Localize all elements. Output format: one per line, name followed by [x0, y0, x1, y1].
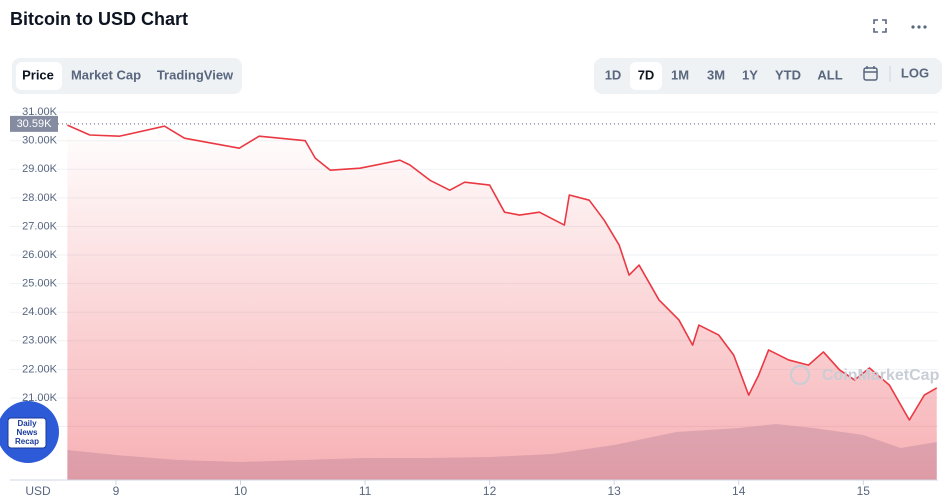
- y-tick-label: 30.00K: [22, 135, 58, 147]
- x-tick-label: 11: [359, 484, 372, 498]
- y-tick-label: 26.00K: [22, 249, 58, 261]
- x-tick-label: 12: [483, 484, 497, 498]
- range-button[interactable]: 1D: [605, 67, 622, 82]
- price-area: [67, 125, 937, 480]
- last-price-label: 30.59K: [17, 118, 53, 130]
- badge-card: [7, 417, 47, 449]
- y-tick-label: 24.00K: [22, 306, 58, 318]
- log-button[interactable]: LOG: [901, 65, 929, 80]
- y-tick-label: 27.00K: [22, 220, 58, 232]
- range-group: [594, 58, 942, 94]
- y-tick-label: 31.00K: [22, 106, 58, 118]
- range-button[interactable]: 3M: [707, 67, 725, 82]
- y-tick-label: 23.00K: [22, 335, 58, 347]
- tab[interactable]: Market Cap: [71, 67, 141, 82]
- x-tick-label: 14: [732, 484, 746, 498]
- chart-title: Bitcoin to USD Chart: [10, 9, 188, 29]
- last-price-box: [10, 115, 58, 132]
- range-button[interactable]: 1M: [671, 67, 689, 82]
- currency-label: USD: [25, 484, 51, 498]
- range-button[interactable]: 7D: [638, 67, 655, 82]
- y-tick-label: 25.00K: [22, 278, 58, 290]
- x-tick-label: 10: [234, 484, 248, 498]
- y-tick-label: 21.00K: [22, 392, 58, 404]
- tab[interactable]: Price: [22, 67, 54, 82]
- y-tick-label: 22.00K: [22, 363, 58, 375]
- watermark-logo: [790, 365, 810, 385]
- y-tick-label: 29.00K: [22, 163, 58, 175]
- price-line: [67, 124, 938, 421]
- badge-text: Daily: [17, 419, 37, 428]
- range-button[interactable]: YTD: [775, 67, 801, 82]
- badge-text: Recap: [15, 437, 39, 446]
- x-tick-label: 15: [857, 484, 871, 498]
- x-tick-label: 13: [607, 484, 621, 498]
- tab[interactable]: TradingView: [157, 67, 234, 82]
- tab-selected: [16, 62, 62, 90]
- range-button[interactable]: 1Y: [742, 67, 758, 82]
- range-selected: [630, 62, 662, 90]
- y-tick-label: 28.00K: [22, 192, 58, 204]
- watermark: CoinMarketCap: [822, 367, 940, 384]
- more-icon[interactable]: [911, 25, 927, 29]
- fullscreen-icon[interactable]: [873, 19, 887, 33]
- tab-group: [12, 58, 242, 94]
- x-tick-label: 9: [113, 484, 120, 498]
- badge-text: News: [17, 428, 38, 437]
- range-button[interactable]: ALL: [817, 67, 842, 82]
- calendar-icon[interactable]: [863, 66, 878, 81]
